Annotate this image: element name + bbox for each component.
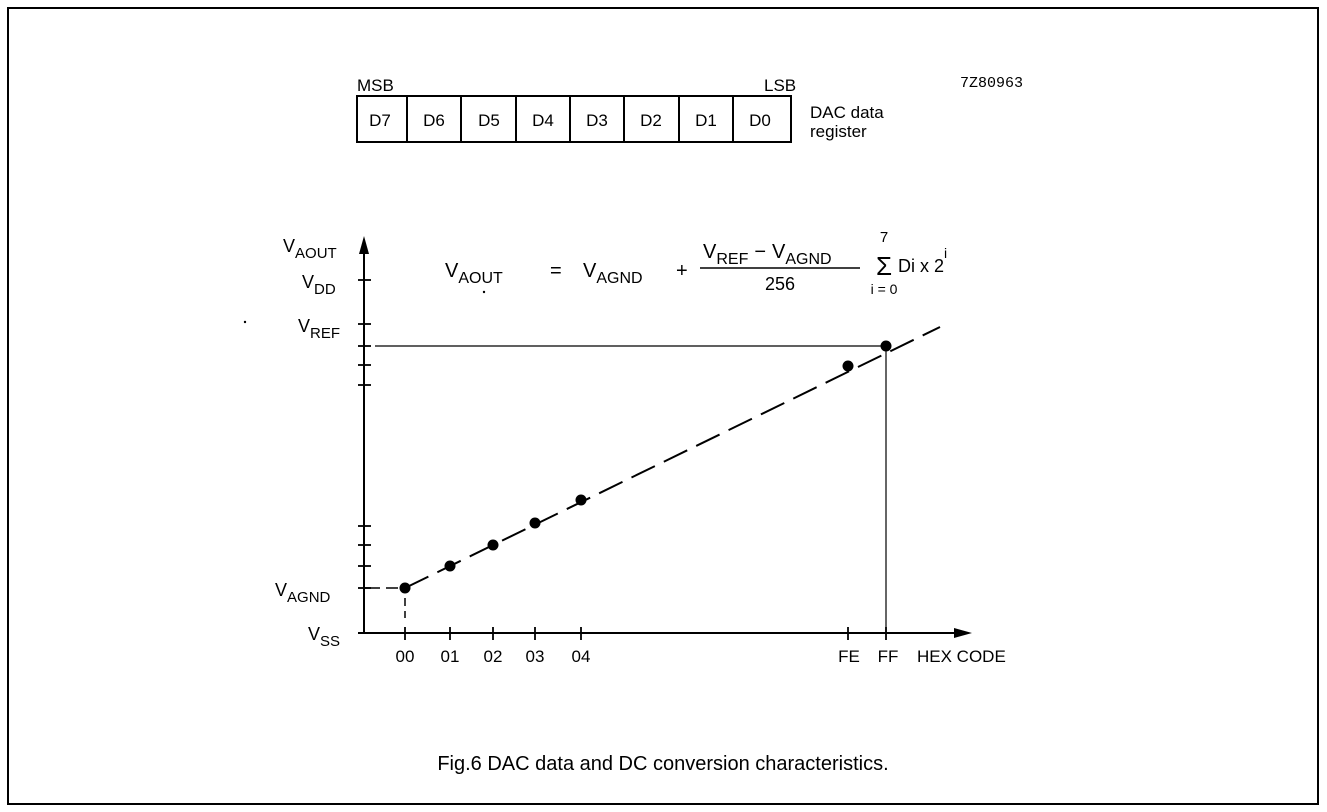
formula-tail: Di x 2i (898, 245, 947, 276)
dac-data-register: MSB LSB D7 D6 D5 D4 D3 D2 D1 D0 DAC data… (356, 75, 1023, 143)
x-tick-label-fe: FE (838, 647, 860, 666)
formula-vagnd-term: VAGND (583, 260, 643, 287)
register-bit-d3: D3 (586, 111, 608, 130)
formula-plus: + (676, 260, 688, 282)
figure-frame (7, 7, 1319, 805)
formula-equals: = (550, 260, 562, 282)
y-tick-label-vss: VSS (308, 624, 340, 650)
point-code-03 (529, 517, 541, 529)
code-points (399, 340, 892, 594)
point-code-ff (880, 340, 892, 352)
x-tick-label-00: 00 (396, 647, 415, 666)
point-code-fe (842, 360, 854, 372)
register-bit-d5: D5 (478, 111, 500, 130)
transfer-characteristic-line (404, 326, 941, 589)
x-axis-arrow (954, 628, 972, 638)
speck (482, 290, 486, 294)
register-bit-d0: D0 (749, 111, 771, 130)
y-tick-label-vdd: VDD (302, 272, 336, 298)
transfer-formula: VAOUT = VAGND + VREF − VAGND 256 7 Σ i = 0… (445, 229, 947, 297)
guide-lines (364, 345, 887, 633)
register-bit-d4: D4 (532, 111, 554, 130)
register-label-line2: register (810, 122, 867, 141)
y-tick-label-vref: VREF (298, 316, 340, 342)
x-tick-label-03: 03 (526, 647, 545, 666)
x-tick-label-01: 01 (441, 647, 460, 666)
y-tick-label-vagnd: VAGND (275, 580, 331, 606)
point-code-00 (399, 582, 411, 594)
formula-sum-lower: i = 0 (871, 281, 898, 297)
x-tick-marks (404, 627, 887, 640)
axes (358, 236, 972, 640)
formula-sum-symbol: Σ (876, 251, 892, 281)
x-axis-title: HEX CODE (917, 647, 1006, 666)
figure-caption: Fig.6 DAC data and DC conversion charact… (437, 753, 888, 775)
register-bit-d1: D1 (695, 111, 717, 130)
formula-lhs: VAOUT (445, 260, 503, 287)
lsb-label: LSB (764, 76, 796, 95)
msb-label: MSB (357, 76, 394, 95)
y-minor-ticks (358, 279, 371, 589)
figure-code: 7Z80963 (960, 75, 1023, 92)
x-tick-label-04: 04 (572, 647, 591, 666)
point-code-01 (444, 560, 456, 572)
formula-numerator: VREF − VAGND (703, 241, 832, 268)
x-tick-label-02: 02 (484, 647, 503, 666)
point-code-02 (487, 539, 499, 551)
register-outline (356, 95, 792, 143)
bit-dividers (406, 96, 734, 142)
register-label-line1: DAC data (810, 103, 884, 122)
point-code-04 (575, 494, 587, 506)
formula-denominator: 256 (765, 274, 795, 294)
y-axis-arrow (359, 236, 369, 254)
x-tick-label-ff: FF (878, 647, 899, 666)
y-axis-title: VAOUT (283, 236, 337, 262)
speck (243, 320, 247, 324)
register-bit-d7: D7 (369, 111, 391, 130)
formula-sum-upper: 7 (880, 229, 888, 246)
register-bit-d6: D6 (423, 111, 445, 130)
register-bit-d2: D2 (640, 111, 662, 130)
